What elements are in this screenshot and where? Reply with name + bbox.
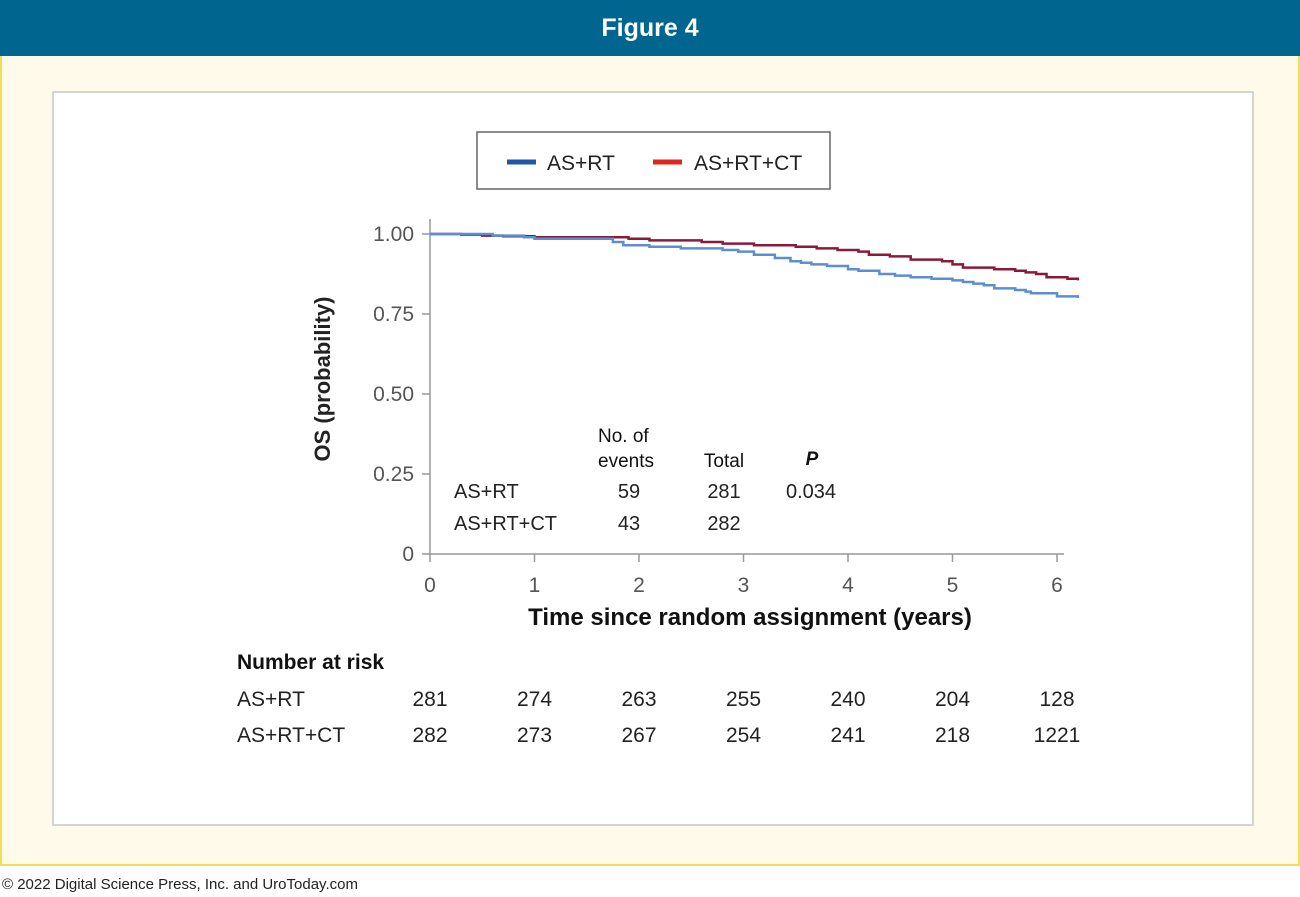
risk-cell: 204 <box>935 688 970 711</box>
inset-header-events-1: No. of <box>598 426 649 447</box>
y-tick-label: 0.25 <box>373 463 414 486</box>
survival-curves <box>430 232 1080 298</box>
x-tick-label: 4 <box>842 574 854 597</box>
x-tick-label: 5 <box>947 574 959 597</box>
inset-header-p: P <box>806 449 819 470</box>
x-tick-label: 2 <box>633 574 645 597</box>
x-axis-label: Time since random assignment (years) <box>528 604 972 631</box>
inset-row-p-0: 0.034 <box>786 481 836 503</box>
risk-row-label-1: AS+RT+CT <box>237 724 345 747</box>
y-tick-label: 0.75 <box>373 303 414 326</box>
risk-cell: 267 <box>621 724 656 747</box>
inset-row-events-1: 43 <box>618 513 640 535</box>
inset-row-label-0: AS+RT <box>454 481 519 503</box>
risk-cell: 240 <box>830 688 865 711</box>
legend-label-as-rt: AS+RT <box>547 152 615 175</box>
copyright-footer: © 2022 Digital Science Press, Inc. and U… <box>2 876 358 893</box>
risk-cell: 281 <box>412 688 447 711</box>
x-tick-label: 0 <box>424 574 436 597</box>
inset-row-total-0: 281 <box>707 481 740 503</box>
y-axis-label: OS (probability) <box>310 297 335 462</box>
risk-table: Number at risk AS+RT AS+RT+CT 281 274 263 2… <box>237 651 1080 747</box>
risk-cell: 273 <box>517 724 552 747</box>
risk-cell: 274 <box>517 688 552 711</box>
risk-cell: 128 <box>1039 688 1074 711</box>
curve-as-rt-ct <box>430 232 1080 281</box>
risk-cell: 282 <box>412 724 447 747</box>
inset-header-total: Total <box>704 451 744 472</box>
inset-row-total-1: 282 <box>707 513 740 535</box>
legend: AS+RT AS+RT+CT <box>476 131 831 190</box>
inset-header-events-2: events <box>598 451 654 472</box>
y-tick-label: 0.50 <box>373 383 414 406</box>
x-tick-label: 6 <box>1051 574 1063 597</box>
inset-row-events-0: 59 <box>618 481 640 503</box>
curve-as-rt <box>430 232 1080 298</box>
risk-row-label-0: AS+RT <box>237 688 305 711</box>
figure-frame: AS+RT AS+RT+CT 0 0.25 0.50 0.75 1.00 0 1 2 3 4 5 6 … <box>0 56 1300 866</box>
risk-cell: 241 <box>830 724 865 747</box>
chart-panel: AS+RT AS+RT+CT 0 0.25 0.50 0.75 1.00 0 1 2 3 4 5 6 … <box>52 91 1254 826</box>
x-tick-label: 1 <box>529 574 541 597</box>
y-tick-label: 1.00 <box>373 223 414 246</box>
risk-cell: 254 <box>726 724 761 747</box>
risk-cell: 263 <box>621 688 656 711</box>
risk-cell: 255 <box>726 688 761 711</box>
y-tick-label: 0 <box>402 543 414 566</box>
inset-table: No. of events Total P AS+RT 59 281 0.034… <box>454 426 836 535</box>
legend-label-as-rt-ct: AS+RT+CT <box>694 152 802 175</box>
risk-cell: 1221 <box>1034 724 1081 747</box>
risk-table-title: Number at risk <box>237 651 384 674</box>
figure-title: Figure 4 <box>601 14 699 42</box>
x-tick-label: 3 <box>738 574 750 597</box>
risk-cell: 218 <box>935 724 970 747</box>
km-chart: AS+RT AS+RT+CT 00.250.500.751.000 1 2 3 4 5 6 … <box>237 131 1080 747</box>
axis-ticks: 0 0.25 0.50 0.75 1.00 0 1 2 3 4 5 6 <box>373 223 1063 597</box>
inset-row-label-1: AS+RT+CT <box>454 513 557 535</box>
figure-title-bar: Figure 4 <box>0 0 1300 56</box>
